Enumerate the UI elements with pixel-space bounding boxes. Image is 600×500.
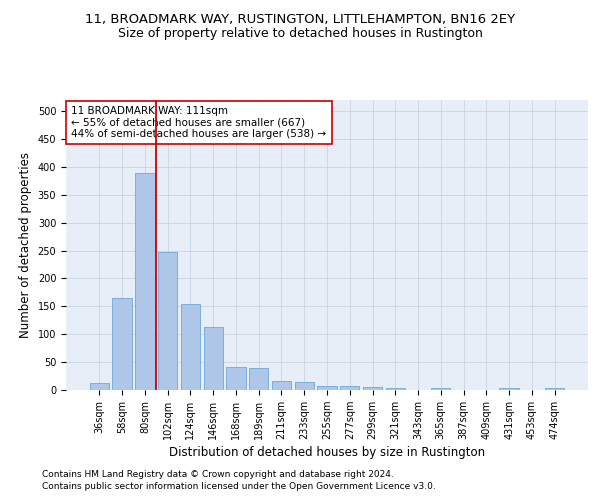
Text: Contains HM Land Registry data © Crown copyright and database right 2024.: Contains HM Land Registry data © Crown c…: [42, 470, 394, 479]
Bar: [112, 298, 132, 390]
Y-axis label: Number of detached properties: Number of detached properties: [19, 152, 32, 338]
Text: Distribution of detached houses by size in Rustington: Distribution of detached houses by size …: [169, 446, 485, 459]
Bar: [272, 380, 291, 390]
Text: Size of property relative to detached houses in Rustington: Size of property relative to detached ho…: [118, 28, 482, 40]
Bar: [135, 172, 155, 390]
Bar: [317, 386, 337, 390]
Bar: [545, 388, 564, 390]
Text: 11 BROADMARK WAY: 111sqm
← 55% of detached houses are smaller (667)
44% of semi-: 11 BROADMARK WAY: 111sqm ← 55% of detach…: [71, 106, 326, 139]
Bar: [340, 386, 359, 390]
Bar: [226, 366, 245, 390]
Text: Contains public sector information licensed under the Open Government Licence v3: Contains public sector information licen…: [42, 482, 436, 491]
Bar: [386, 388, 405, 390]
Bar: [499, 388, 519, 390]
Bar: [158, 252, 178, 390]
Bar: [249, 368, 268, 390]
Bar: [203, 327, 223, 390]
Bar: [181, 304, 200, 390]
Bar: [431, 388, 451, 390]
Bar: [363, 387, 382, 390]
Bar: [295, 382, 314, 390]
Text: 11, BROADMARK WAY, RUSTINGTON, LITTLEHAMPTON, BN16 2EY: 11, BROADMARK WAY, RUSTINGTON, LITTLEHAM…: [85, 12, 515, 26]
Bar: [90, 383, 109, 390]
